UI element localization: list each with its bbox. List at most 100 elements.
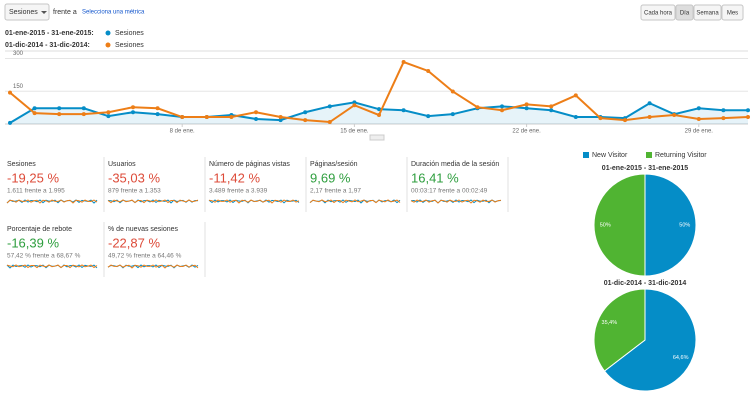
metric-compare: 00:03:17 frente a 00:02:49 bbox=[411, 188, 488, 195]
series-point bbox=[303, 110, 308, 115]
pie-legend-label: New Visitor bbox=[592, 152, 628, 159]
sparkline bbox=[107, 264, 199, 269]
legend-label: Sesiones bbox=[115, 42, 144, 49]
series-point bbox=[81, 112, 86, 117]
pie-value-label: 64,6% bbox=[673, 355, 689, 361]
pie-value-label: 50% bbox=[600, 222, 611, 228]
series-point bbox=[450, 89, 455, 94]
granularity-button[interactable] bbox=[721, 4, 744, 21]
metric-compare: 3.489 frente a 3.939 bbox=[209, 188, 268, 195]
metric-change: -22,87 % bbox=[108, 235, 160, 250]
metric-change: -11,42 % bbox=[209, 170, 261, 185]
sparkline bbox=[309, 199, 401, 204]
pie-value-label: 35,4% bbox=[602, 320, 618, 326]
granularity-button[interactable] bbox=[693, 4, 722, 21]
sparkline bbox=[6, 199, 98, 204]
metric-name: Porcentaje de rebote bbox=[7, 226, 72, 233]
pie-charts: New Visitor Returning Visitor 01-ene-2015 … bbox=[583, 152, 707, 392]
series-point bbox=[303, 118, 308, 123]
series-point bbox=[57, 106, 62, 111]
legend-label: Sesiones bbox=[115, 30, 144, 37]
series-point bbox=[204, 115, 209, 120]
series-point bbox=[180, 115, 185, 120]
select-metric-link[interactable]: Selecciona una métrica bbox=[82, 10, 145, 16]
series-point bbox=[401, 108, 406, 113]
series-point bbox=[327, 104, 332, 109]
series-point bbox=[450, 112, 455, 117]
series-point bbox=[327, 120, 332, 125]
series-point bbox=[598, 116, 603, 121]
line-legend: 01-ene-2015 - 31-ene-2015: Sesiones 01-dic… bbox=[5, 30, 144, 49]
legend-dot bbox=[105, 30, 111, 36]
metric-tiles: Sesiones -19,25 % 1.611 frente a 1.995 Usua… bbox=[6, 157, 509, 277]
dropdown-arrow bbox=[41, 11, 47, 14]
series-point bbox=[426, 114, 431, 119]
series-point bbox=[524, 106, 529, 111]
series-point bbox=[573, 93, 578, 98]
x-tick-label: 8 de ene. bbox=[170, 129, 195, 135]
granularity-buttons: Cada hora Día Semana Mes bbox=[640, 4, 744, 21]
series-point bbox=[573, 115, 578, 120]
metric-change: -16,39 % bbox=[7, 235, 59, 250]
sparkline bbox=[208, 199, 300, 204]
versus-label: frente a bbox=[53, 9, 77, 16]
granularity-button[interactable] bbox=[640, 4, 676, 21]
series-point bbox=[549, 108, 554, 113]
series-point bbox=[352, 100, 357, 105]
legend-period: 01-ene-2015 - 31-ene-2015: bbox=[5, 30, 94, 37]
series-point bbox=[647, 101, 652, 106]
metric-change: 9,69 % bbox=[310, 170, 351, 185]
sparkline bbox=[309, 199, 401, 204]
metric-name: Páginas/sesión bbox=[310, 161, 358, 168]
series-point bbox=[696, 116, 701, 121]
series-point bbox=[426, 68, 431, 73]
pie-slice bbox=[644, 173, 697, 277]
pie-title: 01-dic-2014 - 31-dic-2014 bbox=[604, 280, 687, 287]
metric-name: Usuarios bbox=[108, 161, 136, 168]
series-point bbox=[696, 106, 701, 111]
metric-name: Número de páginas vistas bbox=[209, 161, 290, 168]
series-point bbox=[155, 112, 160, 117]
pie-title: 01-ene-2015 - 31-ene-2015 bbox=[602, 165, 688, 172]
pie-legend-label: Returning Visitor bbox=[655, 152, 707, 159]
series-point bbox=[155, 106, 160, 111]
series-point bbox=[500, 104, 504, 109]
metric-change: 16,41 % bbox=[411, 170, 459, 185]
series-point bbox=[8, 120, 12, 125]
series-point bbox=[549, 104, 554, 109]
series-point bbox=[106, 114, 111, 119]
series-point bbox=[746, 115, 750, 120]
series-point bbox=[32, 111, 37, 116]
collapse-handle[interactable] bbox=[369, 134, 385, 141]
granularity-button-label: Cada hora bbox=[644, 11, 673, 17]
x-tick-label: 15 de ene. bbox=[340, 129, 369, 135]
series-point bbox=[229, 115, 234, 120]
x-tick-label: 29 de ene. bbox=[685, 129, 714, 135]
legend-dot bbox=[105, 42, 111, 48]
sparkline bbox=[107, 199, 199, 204]
y-tick-label: 300 bbox=[13, 51, 24, 57]
pie-slice bbox=[593, 173, 646, 277]
series-point bbox=[254, 110, 258, 115]
granularity-button[interactable] bbox=[675, 4, 694, 21]
series-point bbox=[377, 107, 381, 112]
metric-compare: 2,17 frente a 1,97 bbox=[310, 188, 361, 195]
series-point bbox=[623, 118, 627, 123]
sparkline bbox=[6, 199, 98, 204]
metric-compare: 1.611 frente a 1.995 bbox=[7, 188, 65, 195]
legend-period: 01-dic-2014 - 31-dic-2014: bbox=[5, 42, 90, 49]
metric-change: -19,25 % bbox=[7, 170, 59, 185]
series-point bbox=[500, 108, 504, 113]
series-point bbox=[32, 106, 37, 111]
y-tick-label: 150 bbox=[13, 84, 24, 90]
metric-dropdown-label: Sesiones bbox=[9, 9, 38, 16]
series-point bbox=[746, 108, 750, 113]
line-chart: 150 300 8 de ene. 15 de ene. 22 de ene. 29 de… bbox=[5, 50, 750, 135]
series-point bbox=[57, 112, 62, 117]
series-point bbox=[81, 106, 86, 111]
series-point bbox=[721, 116, 726, 121]
x-tick-label: 22 de ene. bbox=[512, 129, 541, 135]
metric-dropdown[interactable] bbox=[4, 3, 50, 21]
series-point bbox=[278, 115, 283, 120]
